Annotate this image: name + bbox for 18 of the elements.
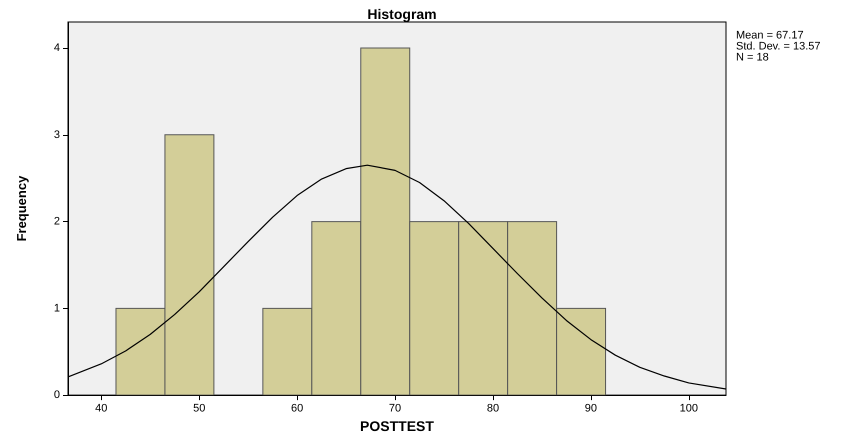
y-axis-title: Frequency (14, 174, 29, 242)
x-tick-label: 40 (95, 402, 108, 415)
x-tick-label: 50 (193, 402, 206, 415)
chart-title: Histogram (367, 6, 437, 22)
x-tick-label: 90 (584, 402, 597, 415)
y-tick-label: 3 (54, 128, 60, 141)
x-tick-label: 70 (388, 402, 402, 415)
text: N = 18 (736, 52, 769, 64)
text: Std. Dev. = 13.57 (736, 40, 820, 52)
y-tick-label: 0 (54, 389, 60, 402)
x-axis-title: POSTTEST (360, 418, 434, 434)
y-tick-label: 4 (54, 42, 60, 54)
text: Mean = 67.17 (736, 30, 804, 42)
y-tick-label: 2 (54, 216, 60, 228)
x-tick-label: 60 (291, 402, 304, 415)
y-tick-label: 1 (54, 302, 60, 314)
x-tick-label: 80 (486, 402, 500, 415)
x-tick-label: 100 (680, 402, 698, 415)
